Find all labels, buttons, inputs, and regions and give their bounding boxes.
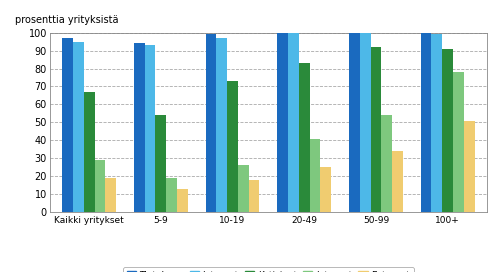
Bar <box>238 165 248 212</box>
Bar <box>206 35 216 212</box>
Bar <box>349 33 360 212</box>
Bar <box>392 151 403 212</box>
Bar <box>371 47 381 212</box>
Bar <box>277 33 288 212</box>
Bar <box>453 72 464 212</box>
Bar <box>84 92 94 212</box>
Bar <box>321 167 331 212</box>
Bar <box>288 33 299 212</box>
Bar <box>360 33 371 212</box>
Bar <box>248 180 259 212</box>
Bar <box>299 63 310 212</box>
Bar <box>105 178 116 212</box>
Bar <box>62 38 73 212</box>
Bar <box>177 189 188 212</box>
Bar <box>145 45 156 212</box>
Bar <box>381 115 392 212</box>
Bar <box>310 138 321 212</box>
Legend: Tietokone, Internet, Kotisivut, Intranet, Extranet: Tietokone, Internet, Kotisivut, Intranet… <box>123 267 414 272</box>
Bar <box>73 42 84 212</box>
Bar <box>94 160 105 212</box>
Text: prosenttia yrityksistä: prosenttia yrityksistä <box>15 16 118 26</box>
Bar <box>156 115 166 212</box>
Bar <box>166 178 177 212</box>
Bar <box>216 38 227 212</box>
Bar <box>431 35 442 212</box>
Bar <box>421 33 431 212</box>
Bar <box>227 81 238 212</box>
Bar <box>442 49 453 212</box>
Bar <box>134 44 145 212</box>
Bar <box>464 120 475 212</box>
